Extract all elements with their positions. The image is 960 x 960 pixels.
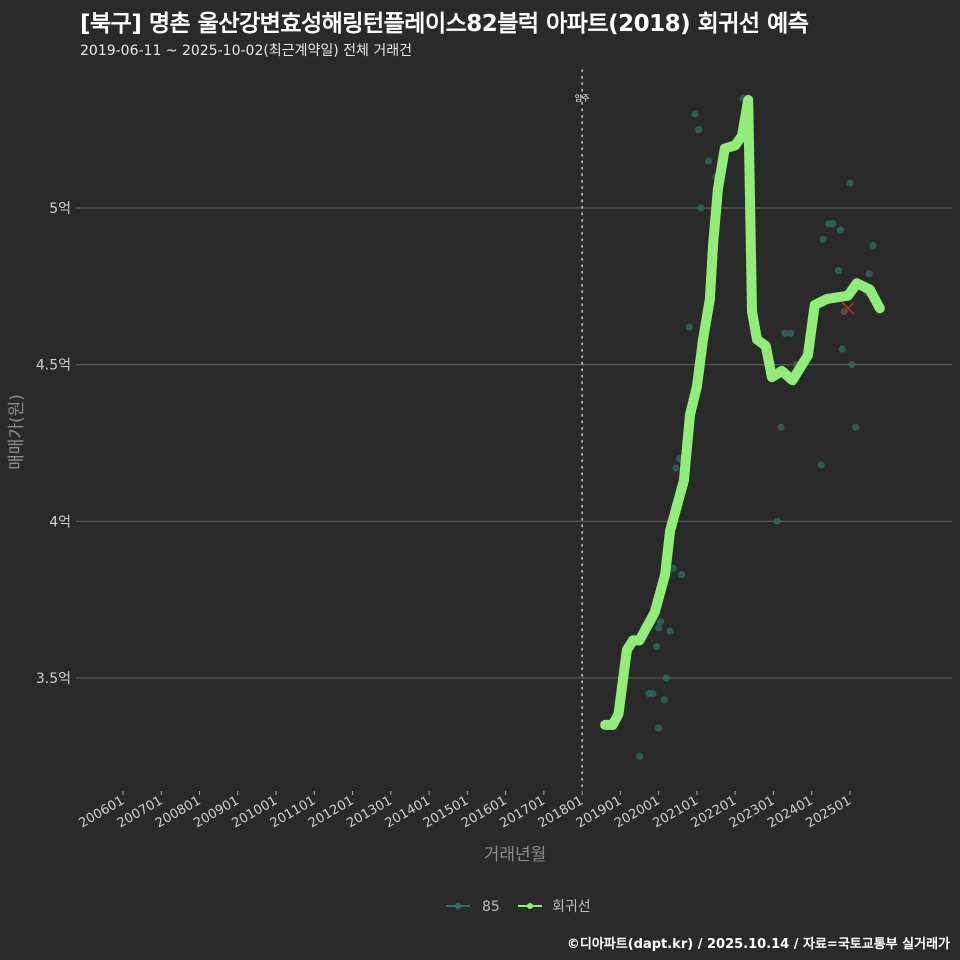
- y-axis-title: 매매가(원): [7, 394, 27, 470]
- scatter-point: [865, 270, 873, 278]
- scatter-point: [773, 517, 781, 525]
- scatter-point: [819, 235, 827, 243]
- legend: 85 회귀선: [446, 899, 591, 915]
- scatter-point: [672, 464, 680, 472]
- scatter-point: [653, 643, 661, 651]
- x-axis-title: 거래년월: [484, 845, 547, 865]
- scatter-point: [662, 674, 670, 682]
- x-marker-icon: [841, 301, 855, 315]
- scatter-point: [781, 329, 789, 337]
- scatter-point: [656, 617, 665, 626]
- y-tick-label: 3.5억: [36, 671, 71, 687]
- y-tick-label: 4억: [49, 514, 71, 530]
- scatter-point: [669, 564, 677, 572]
- legend-regression-swatch-dot: [527, 903, 533, 909]
- scatter-point: [704, 157, 712, 165]
- scatter-point: [834, 267, 843, 275]
- legend-label-85: 85: [482, 899, 500, 915]
- scatter-point: [869, 241, 877, 250]
- scatter-point: [685, 323, 693, 331]
- scatter-point: [660, 696, 668, 704]
- scatter-point: [655, 624, 663, 632]
- y-axis-ticks: 3.5억 4억 4.5억 5억: [36, 201, 71, 687]
- scatter-series-85: [635, 94, 877, 760]
- regression-line: [600, 94, 885, 730]
- legend-85-swatch-dot: [455, 903, 461, 909]
- move-in-annotation: 입주: [575, 69, 590, 791]
- scatter-point: [695, 126, 703, 134]
- scatter-point: [777, 423, 785, 431]
- scatter-point: [649, 690, 657, 698]
- scatter-point: [836, 226, 844, 234]
- scatter-point: [848, 361, 856, 369]
- scatter-point: [829, 220, 837, 228]
- scatter-point: [697, 204, 705, 212]
- x-axis-ticks: 2006012007012008012009012010012011012012…: [77, 791, 854, 831]
- source-caption: ©디아파트(dapt.kr) / 2025.10.14 / 자료=국토교통부 실…: [566, 937, 950, 952]
- chart-title: [북구] 명촌 울산강변효성해링턴플레이스82블럭 아파트(2018) 회귀선 …: [80, 11, 809, 37]
- scatter-point: [666, 627, 674, 635]
- scatter-point: [838, 345, 846, 353]
- scatter-point: [635, 752, 644, 760]
- scatter-point: [846, 179, 854, 187]
- scatter-point: [655, 724, 663, 732]
- x-markers: [841, 301, 855, 315]
- scatter-point: [787, 329, 795, 337]
- move-in-label: 입주: [575, 94, 590, 103]
- scatter-point: [817, 461, 825, 469]
- chart-subtitle: 2019-06-11 ~ 2025-10-02(최근계약일) 전체 거래건: [80, 43, 412, 59]
- y-tick-label: 4.5억: [36, 358, 71, 374]
- scatter-point: [677, 570, 686, 579]
- y-gridlines: [76, 207, 952, 679]
- scatter-point: [691, 110, 699, 118]
- y-tick-label: 5억: [49, 201, 71, 217]
- scatter-point: [852, 423, 860, 431]
- legend-label-regression: 회귀선: [552, 899, 591, 915]
- regression-line-series: [600, 94, 885, 730]
